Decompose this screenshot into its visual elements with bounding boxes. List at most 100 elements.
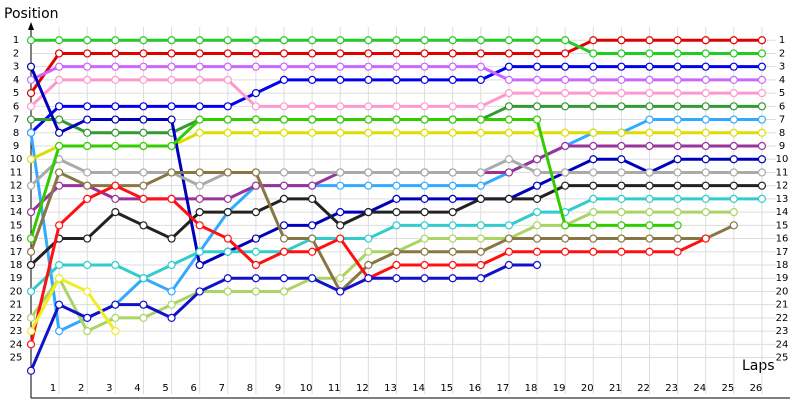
position-marker	[645, 102, 654, 111]
position-marker	[111, 141, 120, 151]
position-marker	[111, 181, 120, 190]
position-marker	[223, 194, 232, 203]
position-marker	[645, 234, 654, 243]
x-tick-label: 14	[412, 383, 425, 394]
position-marker	[251, 208, 261, 217]
position-marker	[308, 75, 317, 84]
position-marker	[223, 234, 232, 243]
y-tick-label-right: 10	[776, 154, 789, 165]
position-marker	[26, 62, 36, 71]
position-marker	[336, 115, 345, 124]
position-marker	[392, 75, 401, 84]
position-marker	[673, 194, 682, 203]
position-marker	[729, 75, 738, 84]
position-marker	[251, 36, 261, 45]
position-marker	[83, 141, 92, 151]
x-tick-label: 2	[78, 383, 84, 394]
position-marker	[251, 128, 261, 137]
position-marker	[617, 102, 626, 111]
position-marker	[757, 102, 767, 111]
position-marker	[167, 102, 176, 111]
position-marker	[26, 260, 36, 270]
y-tick-label-right: 24	[776, 339, 789, 350]
position-marker	[26, 313, 36, 322]
x-tick-label: 9	[275, 383, 281, 394]
position-marker	[336, 274, 345, 283]
position-marker	[673, 62, 682, 71]
position-marker	[729, 102, 738, 111]
y-tick-label: 10	[10, 154, 23, 165]
x-axis-label: Laps	[742, 358, 775, 374]
position-marker	[532, 260, 542, 270]
position-marker	[167, 313, 176, 322]
position-marker	[701, 141, 710, 151]
x-tick-label: 13	[384, 383, 397, 394]
y-tick-label-right: 7	[779, 115, 785, 126]
x-tick-label: 4	[134, 383, 140, 394]
x-tick-label: 15	[440, 383, 453, 394]
position-marker	[420, 274, 429, 283]
position-marker	[589, 247, 598, 256]
position-marker	[26, 115, 36, 124]
position-marker	[532, 208, 542, 217]
position-marker	[139, 49, 148, 58]
position-marker	[336, 208, 345, 217]
position-marker	[617, 208, 626, 217]
position-marker	[139, 36, 148, 45]
position-marker	[701, 49, 710, 58]
y-tick-label-right: 4	[779, 75, 785, 86]
position-marker	[589, 75, 598, 84]
position-marker	[589, 36, 598, 45]
position-marker	[251, 62, 261, 71]
position-marker	[589, 49, 598, 58]
position-marker	[420, 181, 429, 190]
position-marker	[111, 36, 120, 45]
position-marker	[55, 115, 64, 124]
y-tick-label-right: 16	[776, 234, 789, 245]
y-tick-label: 7	[13, 115, 19, 126]
x-tick-label: 22	[637, 383, 650, 394]
position-marker	[420, 194, 429, 203]
position-marker	[364, 36, 373, 45]
position-marker	[729, 128, 738, 137]
position-marker	[645, 89, 654, 98]
position-marker	[701, 89, 710, 98]
position-marker	[223, 168, 232, 177]
position-marker	[364, 260, 373, 270]
position-marker	[645, 208, 654, 217]
y-tick-label: 25	[10, 353, 23, 364]
position-marker	[448, 62, 457, 71]
position-marker	[617, 89, 626, 98]
position-marker	[111, 194, 120, 203]
position-marker	[757, 181, 767, 190]
y-tick-label: 14	[10, 207, 23, 218]
y-tick-label-right: 17	[776, 247, 789, 258]
position-marker	[139, 181, 148, 190]
position-marker	[279, 62, 289, 71]
position-marker	[392, 208, 401, 217]
position-marker	[336, 234, 345, 243]
position-marker	[701, 168, 710, 177]
y-tick-label-right: 11	[776, 167, 789, 178]
position-marker	[139, 102, 148, 111]
position-marker	[589, 194, 598, 203]
position-marker	[476, 181, 485, 190]
x-tick-label: 19	[553, 383, 566, 394]
position-marker	[83, 49, 92, 58]
position-marker	[392, 221, 401, 230]
position-marker	[279, 36, 289, 45]
position-marker	[673, 89, 682, 98]
position-marker	[364, 115, 373, 124]
position-marker	[645, 168, 654, 177]
position-marker	[336, 62, 345, 71]
position-marker	[167, 75, 176, 84]
x-tick-label: 16	[468, 383, 481, 394]
position-marker	[504, 155, 514, 164]
position-marker	[111, 49, 120, 58]
position-marker	[701, 75, 710, 84]
position-marker	[111, 168, 120, 177]
position-marker	[251, 247, 261, 256]
position-marker	[83, 260, 92, 270]
position-marker	[561, 181, 570, 190]
y-tick-label: 19	[10, 273, 23, 284]
